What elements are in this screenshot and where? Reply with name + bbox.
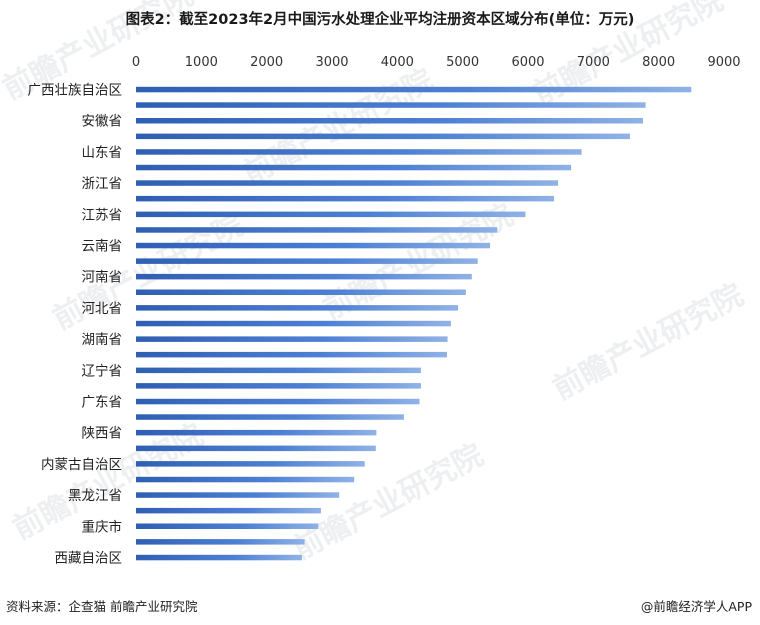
category-label: 内蒙古自治区 (41, 457, 122, 473)
bar (136, 242, 491, 249)
bar (136, 102, 646, 108)
bar (136, 211, 526, 218)
category-label: 重庆市 (82, 518, 123, 535)
bar (136, 227, 498, 233)
bar (136, 336, 448, 342)
x-tick-label: 3000 (315, 55, 348, 70)
bar (136, 539, 305, 545)
bar (136, 383, 421, 389)
bar-series (136, 86, 692, 561)
bar (136, 476, 355, 483)
category-label: 陕西省 (82, 426, 123, 442)
category-label: 浙江省 (82, 176, 123, 192)
bar (136, 429, 377, 436)
x-tick-label: 6000 (511, 55, 544, 70)
x-tick-label: 2000 (250, 55, 283, 70)
bar (136, 320, 451, 327)
bar (136, 133, 630, 140)
x-tick-label: 5000 (446, 55, 479, 70)
bar (136, 195, 555, 202)
bar (136, 149, 582, 155)
category-label: 河南省 (82, 270, 123, 286)
bar (136, 445, 376, 452)
bar (136, 461, 365, 467)
bar (136, 398, 420, 405)
watermark-text: 前瞻产业研究院 (47, 208, 249, 337)
category-label: 湖南省 (82, 332, 123, 348)
category-label: 黑龙江省 (68, 488, 122, 504)
x-tick-label: 7000 (577, 55, 610, 70)
bar (136, 164, 572, 171)
x-tick-label: 0 (132, 55, 140, 70)
y-axis: 广西壮族自治区安徽省山东省浙江省江苏省云南省河南省河北省湖南省辽宁省广东省陕西省… (28, 83, 123, 567)
category-label: 安徽省 (82, 114, 123, 130)
bar (136, 507, 321, 514)
bar (136, 258, 478, 264)
bar (136, 554, 302, 561)
x-tick-label: 4000 (381, 55, 414, 70)
bar (136, 305, 459, 311)
source-note: 资料来源：企查猫 前瞻产业研究院 (6, 599, 198, 614)
category-label: 西藏自治区 (55, 551, 123, 567)
x-tick-label: 8000 (642, 55, 675, 70)
bar (136, 414, 404, 420)
category-label: 云南省 (82, 239, 123, 255)
bar (136, 492, 340, 498)
category-label: 山东省 (82, 145, 123, 161)
x-axis: 0 1000 2000 3000 4000 5000 6000 7000 8000 9000 (132, 55, 741, 70)
chart-title: 图表2：截至2023年2月中国污水处理企业平均注册资本区域分布(单位：万元) (125, 12, 635, 28)
bar (136, 180, 559, 186)
category-label: 河北省 (82, 301, 123, 317)
bar (136, 351, 447, 358)
category-label: 辽宁省 (82, 362, 123, 379)
bar (136, 523, 319, 529)
bar (136, 118, 643, 124)
watermark-text: 前瞻产业研究院 (547, 278, 749, 407)
category-label: 广西壮族自治区 (28, 83, 123, 99)
watermark-text: 前瞻产业研究院 (237, 63, 439, 192)
bar (136, 86, 692, 93)
brand-credit: @前瞻经济学人APP (640, 599, 752, 614)
x-tick-label: 1000 (185, 55, 218, 70)
x-tick-label: 9000 (707, 55, 740, 70)
bar (136, 273, 472, 280)
category-label: 江苏省 (82, 207, 123, 223)
category-label: 广东省 (82, 395, 123, 411)
watermark-text: 前瞻产业研究院 (287, 438, 489, 567)
bar (136, 367, 421, 374)
bar (136, 289, 466, 295)
